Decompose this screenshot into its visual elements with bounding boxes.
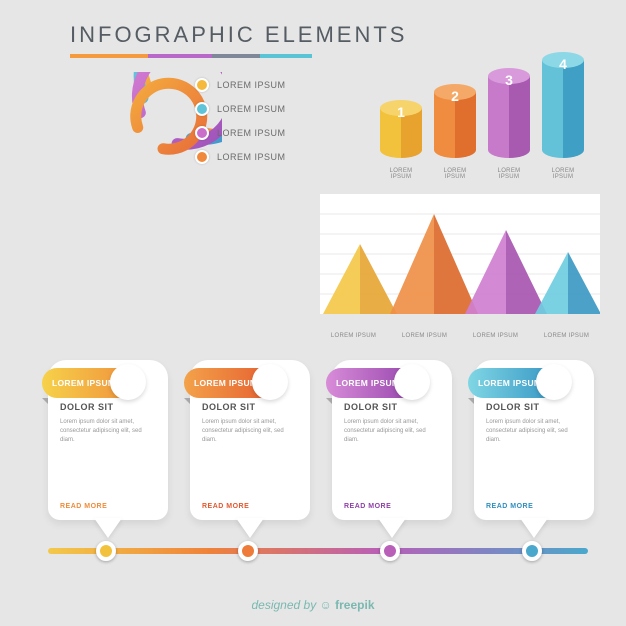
read-more-link[interactable]: READ MORE (486, 503, 533, 510)
cylinder-body (542, 60, 584, 158)
credit-prefix: designed by (251, 598, 319, 612)
timeline-node (380, 541, 400, 561)
cylinder-bar: 4 LOREM IPSUM (542, 60, 584, 158)
spiral-legend-item: LOREM IPSUM (195, 78, 286, 92)
cylinder-bar: 2 LOREM IPSUM (434, 92, 476, 158)
cylinder-label: LOREM IPSUM (380, 168, 422, 180)
legend-dot-icon (195, 126, 209, 140)
card-tab-circle-icon (252, 364, 288, 400)
card-tab-label: LOREM IPSUM (52, 378, 115, 388)
spiral-legend-item: LOREM IPSUM (195, 126, 286, 140)
info-card: LOREM IPSUM DOLOR SIT Lorem ipsum dolor … (474, 360, 594, 520)
legend-label: LOREM IPSUM (217, 128, 286, 138)
info-card: LOREM IPSUM DOLOR SIT Lorem ipsum dolor … (190, 360, 310, 520)
card-tab: LOREM IPSUM (468, 368, 566, 398)
timeline-bar (48, 548, 588, 554)
cylinder-number: 4 (542, 56, 584, 72)
info-cards: LOREM IPSUM DOLOR SIT Lorem ipsum dolor … (48, 360, 594, 520)
triangle-label: LOREM IPSUM (391, 333, 458, 339)
card-pointer-icon (236, 518, 264, 538)
cylinder-chart: 1 LOREM IPSUM 2 LOREM IPSUM 3 LOREM IPSUM 4… (380, 48, 600, 158)
header-bar-segment (212, 54, 260, 58)
card-tab-label: LOREM IPSUM (478, 378, 541, 388)
timeline-node (238, 541, 258, 561)
spiral-legend: LOREM IPSUM LOREM IPSUM LOREM IPSUM LOREM I… (195, 78, 286, 174)
attribution: designed by ☺ freepik (0, 598, 626, 612)
card-tab-circle-icon (394, 364, 430, 400)
card-title: DOLOR SIT (486, 402, 582, 412)
legend-label: LOREM IPSUM (217, 104, 286, 114)
legend-label: LOREM IPSUM (217, 152, 286, 162)
read-more-link[interactable]: READ MORE (60, 503, 107, 510)
header-bar-segment (260, 54, 312, 58)
read-more-link[interactable]: READ MORE (202, 503, 249, 510)
cylinder-bar: 3 LOREM IPSUM (488, 76, 530, 158)
cylinder-bar: 1 LOREM IPSUM (380, 108, 422, 158)
card-pointer-icon (378, 518, 406, 538)
credit-brand: freepik (335, 598, 374, 612)
card-tab-circle-icon (110, 364, 146, 400)
triangle-label: LOREM IPSUM (462, 333, 529, 339)
triangle-label: LOREM IPSUM (533, 333, 600, 339)
spiral-ring (136, 83, 202, 149)
header-bar-segment (148, 54, 212, 58)
cylinder-number: 3 (488, 72, 530, 88)
cylinder-label: LOREM IPSUM (488, 168, 530, 180)
legend-dot-icon (195, 150, 209, 164)
card-tab-label: LOREM IPSUM (336, 378, 399, 388)
card-body: Lorem ipsum dolor sit amet, consectetur … (202, 418, 298, 445)
legend-dot-icon (195, 78, 209, 92)
cylinder-label: LOREM IPSUM (542, 168, 584, 180)
page-title: INFOGRAPHIC ELEMENTS (70, 22, 407, 48)
header-bar-segment (70, 54, 148, 58)
card-pointer-icon (520, 518, 548, 538)
card-tab-circle-icon (536, 364, 572, 400)
card-title: DOLOR SIT (60, 402, 156, 412)
spiral-legend-item: LOREM IPSUM (195, 150, 286, 164)
triangle-chart: LOREM IPSUM LOREM IPSUM LOREM IPSUM LOREM I… (320, 194, 600, 339)
card-tab: LOREM IPSUM (42, 368, 140, 398)
triangle-label: LOREM IPSUM (320, 333, 387, 339)
card-pointer-icon (94, 518, 122, 538)
legend-dot-icon (195, 102, 209, 116)
cylinder-number: 1 (380, 104, 422, 120)
card-title: DOLOR SIT (344, 402, 440, 412)
header-accent-bars (70, 54, 407, 58)
freepik-icon: ☺ (320, 598, 336, 612)
card-title: DOLOR SIT (202, 402, 298, 412)
timeline-node (522, 541, 542, 561)
header: INFOGRAPHIC ELEMENTS (70, 22, 407, 58)
cylinder-body (488, 76, 530, 158)
info-card: LOREM IPSUM DOLOR SIT Lorem ipsum dolor … (332, 360, 452, 520)
card-tab: LOREM IPSUM (184, 368, 282, 398)
timeline-node (96, 541, 116, 561)
legend-label: LOREM IPSUM (217, 80, 286, 90)
card-body: Lorem ipsum dolor sit amet, consectetur … (60, 418, 156, 445)
card-body: Lorem ipsum dolor sit amet, consectetur … (344, 418, 440, 445)
cylinder-label: LOREM IPSUM (434, 168, 476, 180)
card-tab: LOREM IPSUM (326, 368, 424, 398)
read-more-link[interactable]: READ MORE (344, 503, 391, 510)
card-tab-label: LOREM IPSUM (194, 378, 257, 388)
info-card: LOREM IPSUM DOLOR SIT Lorem ipsum dolor … (48, 360, 168, 520)
cylinder-number: 2 (434, 88, 476, 104)
card-body: Lorem ipsum dolor sit amet, consectetur … (486, 418, 582, 445)
spiral-legend-item: LOREM IPSUM (195, 102, 286, 116)
